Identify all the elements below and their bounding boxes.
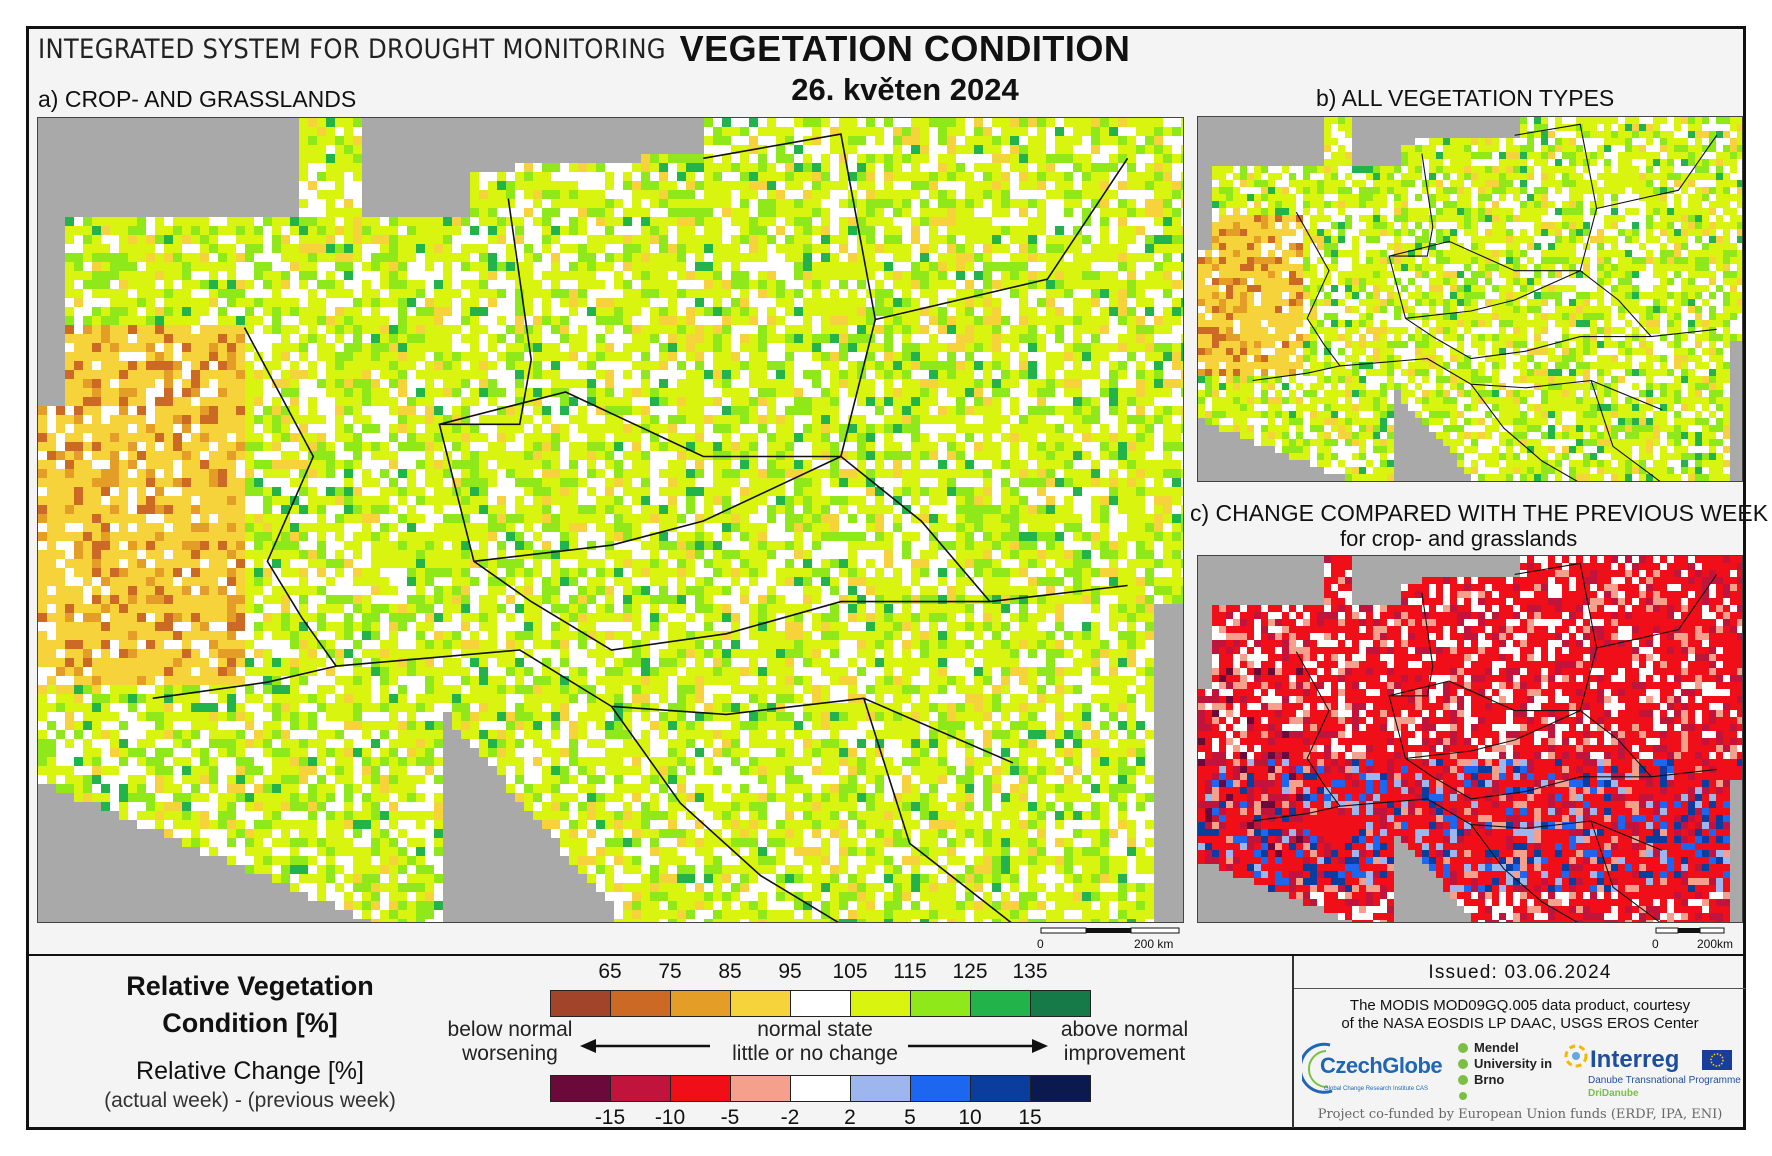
eu-flag-icon [1702, 1050, 1732, 1070]
legend-divider [1292, 956, 1294, 1128]
czechglobe-wordmark: CzechGlobe [1320, 1053, 1443, 1078]
right-label-line1: above normal [1060, 1018, 1189, 1041]
czechglobe-subtitle: Global Change Research Institute CAS [1324, 1086, 1429, 1092]
rc-swatch [851, 1076, 911, 1101]
rvc-swatch [791, 991, 851, 1016]
rc-subtitle: (actual week) - (previous week) [104, 1089, 396, 1112]
rc-swatch [791, 1076, 851, 1101]
interreg-subtitle1: Danube Transnational Programme [1588, 1075, 1741, 1086]
tick-label: -15 [594, 1106, 626, 1129]
tick-label: -10 [654, 1106, 686, 1129]
rvc-title-line2: Condition [%] [162, 1008, 338, 1038]
tick-label: 65 [598, 960, 622, 983]
credit-line1: The MODIS MOD09GQ.005 data product, cour… [1349, 997, 1691, 1014]
left-label-line2: worsening [462, 1042, 558, 1065]
tick-label: 95 [778, 960, 802, 983]
center-label-line2: little or no change [732, 1042, 898, 1065]
rvc-swatch [551, 991, 611, 1016]
scale-km-c: 200km [1697, 937, 1734, 951]
country-borders [152, 133, 1129, 922]
map-all-vegetation [1197, 116, 1743, 482]
tick-label: -2 [780, 1106, 800, 1129]
land-texture [1198, 117, 1742, 481]
tick-label: 10 [958, 1106, 982, 1129]
rc-swatch [1031, 1076, 1090, 1101]
land-texture [1198, 556, 1742, 922]
rc-swatch [731, 1076, 791, 1101]
czechglobe-logo [1302, 1042, 1333, 1094]
tick-label: 135 [1012, 960, 1048, 983]
tick-label: 5 [904, 1106, 916, 1129]
rc-swatch [971, 1076, 1031, 1101]
funding-note: Project co-funded by European Union fund… [1317, 1107, 1723, 1122]
country-borders [1252, 562, 1718, 922]
panel-b-label: b) ALL VEGETATION TYPES [1316, 85, 1615, 111]
left-label-line1: below normal [447, 1018, 573, 1041]
rc-colorbar [550, 1075, 1091, 1102]
rc-swatch [551, 1076, 611, 1101]
land-texture [38, 118, 1183, 922]
mendel-logo-dots [1458, 1043, 1468, 1100]
worsening-improvement-arrows [580, 1039, 1048, 1053]
scale-zero-c: 0 [1652, 937, 1659, 951]
issued-divider [1294, 988, 1746, 989]
rvc-swatch [971, 991, 1031, 1016]
rvc-title-line1: Relative Vegetation [126, 971, 374, 1001]
interreg-wordmark: Interreg [1590, 1046, 1680, 1073]
rvc-colorbar [550, 990, 1091, 1017]
credit-line2: of the NASA EOSDIS LP DAAC, USGS EROS Ce… [1341, 1015, 1699, 1032]
rvc-swatch [731, 991, 791, 1016]
tick-label: 105 [832, 960, 868, 983]
map-weekly-change [1197, 555, 1743, 923]
country-borders [1252, 123, 1718, 481]
scale-km-a: 200 km [1134, 937, 1174, 951]
rc-swatch [671, 1076, 731, 1101]
interreg-subtitle2: DriDanube [1588, 1088, 1639, 1099]
center-label-line1: normal state [757, 1018, 873, 1041]
panel-c-label: c) CHANGE COMPARED WITH THE PREVIOUS WEE… [1190, 500, 1769, 526]
tick-label: 115 [893, 960, 927, 983]
panel-c-sublabel: for crop- and grasslands [1340, 526, 1578, 551]
panel-a-label: a) CROP- AND GRASSLANDS [38, 86, 357, 112]
tick-label: 85 [718, 960, 742, 983]
tick-label: -5 [720, 1106, 740, 1129]
main-title: VEGETATION CONDITION [679, 28, 1131, 69]
rvc-swatch [911, 991, 971, 1016]
map-crop-grasslands [37, 117, 1184, 923]
tick-label: 15 [1018, 1106, 1042, 1129]
tick-label: 2 [844, 1106, 856, 1129]
rvc-swatch [671, 991, 731, 1016]
rvc-swatch [851, 991, 911, 1016]
rc-title: Relative Change [%] [136, 1057, 364, 1085]
mendel-university-logo: Mendel University in Brno [1474, 1040, 1553, 1087]
legend-area [26, 954, 1746, 1130]
scale-zero-a: 0 [1037, 937, 1044, 951]
tick-label: 125 [952, 960, 988, 983]
date-label: 26. květen 2024 [791, 72, 1019, 107]
rvc-swatch [1031, 991, 1090, 1016]
interreg-swirl-icon [1564, 1044, 1588, 1068]
rc-swatch [911, 1076, 971, 1101]
issued-date: Issued: 03.06.2024 [1428, 962, 1612, 983]
right-label-line2: improvement [1063, 1042, 1186, 1065]
tick-label: 75 [658, 960, 682, 983]
rvc-swatch [611, 991, 671, 1016]
rc-swatch [611, 1076, 671, 1101]
system-title: INTEGRATED SYSTEM FOR DROUGHT MONITORING [38, 34, 666, 65]
